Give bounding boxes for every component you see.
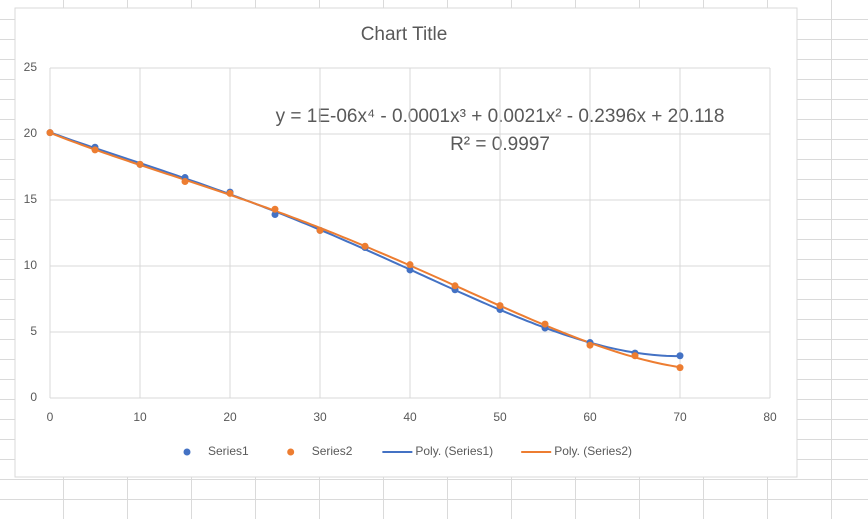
x-tick-label: 10 [133, 410, 147, 424]
y-tick-label: 25 [24, 60, 38, 74]
x-tick-label: 70 [673, 410, 687, 424]
y-tick-label: 15 [24, 192, 38, 206]
y-tick-label: 10 [24, 258, 38, 272]
x-tick-label: 30 [313, 410, 327, 424]
x-tick-label: 50 [493, 410, 507, 424]
y-tick-label: 20 [24, 126, 38, 140]
chart-area [14, 7, 798, 478]
y-tick-label: 5 [30, 324, 37, 338]
point [91, 146, 99, 154]
point [676, 364, 684, 372]
legend-label: Series1 [208, 444, 249, 458]
point [406, 266, 414, 274]
legend-marker [183, 448, 191, 456]
point [406, 261, 414, 269]
legend-label: Series2 [312, 444, 353, 458]
point [676, 352, 684, 360]
point [541, 320, 549, 328]
legend-label: Poly. (Series1) [415, 444, 493, 458]
point [361, 242, 369, 250]
x-tick-label: 40 [403, 410, 417, 424]
chart-title: Chart Title [361, 24, 448, 45]
point [451, 282, 459, 290]
point [226, 189, 234, 197]
point [46, 129, 54, 137]
point [316, 226, 324, 234]
x-tick-label: 0 [47, 410, 54, 424]
x-tick-label: 20 [223, 410, 237, 424]
x-tick-label: 80 [763, 410, 777, 424]
point [586, 341, 594, 349]
y-tick-label: 0 [30, 390, 37, 404]
point [271, 205, 279, 213]
point [496, 302, 504, 310]
point [136, 160, 144, 168]
point [271, 211, 279, 219]
legend-marker [287, 448, 295, 456]
point [181, 178, 189, 186]
legend-label: Poly. (Series2) [554, 444, 632, 458]
x-tick-label: 60 [583, 410, 597, 424]
point [631, 352, 639, 360]
